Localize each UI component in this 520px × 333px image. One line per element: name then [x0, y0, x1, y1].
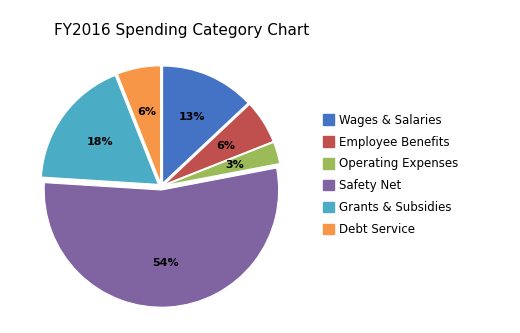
Text: FY2016 Spending Category Chart: FY2016 Spending Category Chart — [55, 23, 309, 38]
Text: 54%: 54% — [153, 257, 179, 267]
Wedge shape — [42, 76, 159, 184]
Wedge shape — [118, 66, 161, 183]
Wedge shape — [164, 104, 273, 184]
Text: 18%: 18% — [86, 137, 113, 147]
Text: 13%: 13% — [178, 112, 205, 122]
Legend: Wages & Salaries, Employee Benefits, Operating Expenses, Safety Net, Grants & Su: Wages & Salaries, Employee Benefits, Ope… — [318, 109, 463, 241]
Text: 6%: 6% — [216, 141, 235, 151]
Text: 6%: 6% — [137, 107, 157, 117]
Wedge shape — [164, 142, 280, 185]
Wedge shape — [163, 66, 248, 183]
Wedge shape — [44, 168, 279, 307]
Text: 3%: 3% — [225, 160, 244, 170]
